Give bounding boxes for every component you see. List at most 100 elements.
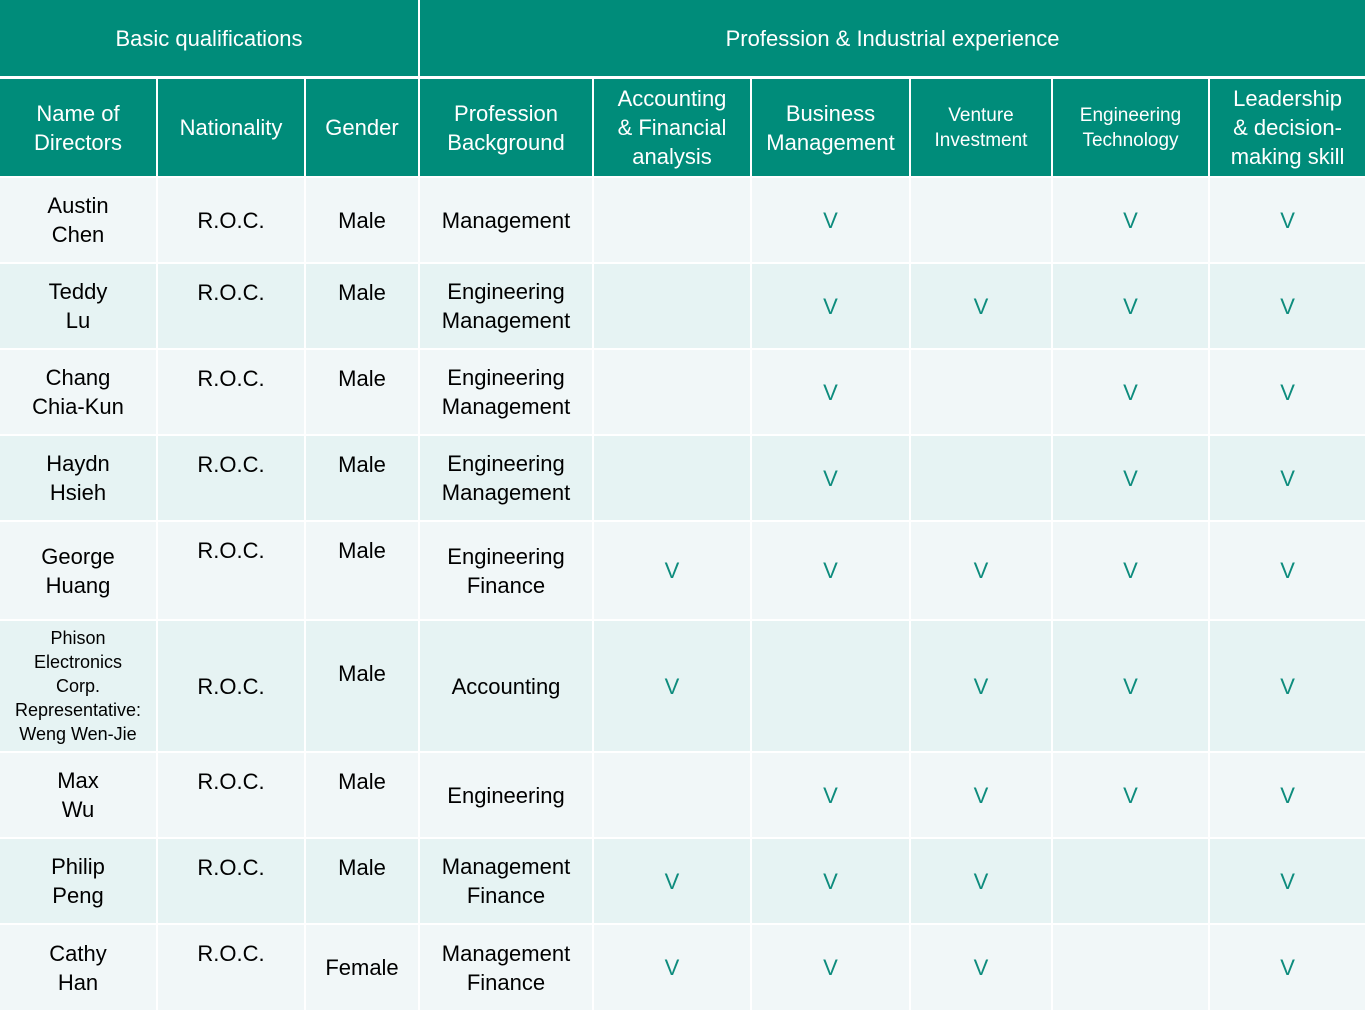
col-accounting-financial-analysis: Accounting & Financial analysis bbox=[593, 77, 752, 177]
accounting-check: V bbox=[593, 520, 752, 620]
director-name: Chang Chia-Kun bbox=[0, 348, 158, 435]
director-name: George Huang bbox=[0, 520, 158, 620]
table-row: Haydn Hsieh R.O.C. Male Engineering Managem… bbox=[0, 434, 1365, 521]
accounting-check bbox=[593, 751, 752, 838]
gender: Male bbox=[305, 262, 420, 349]
engineering-check: V bbox=[1052, 619, 1210, 752]
table-row: Chang Chia-Kun R.O.C. Male Engineering Mana… bbox=[0, 348, 1365, 435]
venture-check bbox=[910, 348, 1053, 435]
profession-background: Engineering Management bbox=[419, 434, 594, 521]
director-name: Cathy Han bbox=[0, 923, 158, 1010]
profession-background: Management Finance bbox=[419, 923, 594, 1010]
gender: Male bbox=[305, 520, 420, 620]
col-name-of-directors: Name of Directors bbox=[0, 77, 158, 177]
business-check: V bbox=[751, 837, 911, 924]
col-nationality: Nationality bbox=[157, 77, 306, 177]
profession-background: Engineering Management bbox=[419, 348, 594, 435]
table-body: Austin Chen R.O.C. Male Management V V V Teddy … bbox=[0, 176, 1365, 1010]
gender: Female bbox=[305, 923, 420, 1010]
col-leadership-decision-making: Leadership & decision- making skill bbox=[1209, 77, 1365, 177]
leadership-check: V bbox=[1209, 619, 1365, 752]
gender: Male bbox=[305, 837, 420, 924]
gender: Male bbox=[305, 348, 420, 435]
business-check: V bbox=[751, 176, 911, 263]
leadership-check: V bbox=[1209, 837, 1365, 924]
director-name: Phison Electronics Corp. Representative:… bbox=[0, 619, 158, 752]
engineering-check bbox=[1052, 923, 1210, 1010]
table-row: Philip Peng R.O.C. Male Management Finance V… bbox=[0, 837, 1365, 924]
leadership-check: V bbox=[1209, 348, 1365, 435]
leadership-check: V bbox=[1209, 520, 1365, 620]
engineering-check: V bbox=[1052, 262, 1210, 349]
venture-check bbox=[910, 176, 1053, 263]
venture-check: V bbox=[910, 837, 1053, 924]
business-check: V bbox=[751, 923, 911, 1010]
business-check: V bbox=[751, 348, 911, 435]
business-check: V bbox=[751, 520, 911, 620]
gender: Male bbox=[305, 751, 420, 838]
engineering-check: V bbox=[1052, 434, 1210, 521]
profession-background: Engineering bbox=[419, 751, 594, 838]
accounting-check: V bbox=[593, 837, 752, 924]
accounting-check bbox=[593, 176, 752, 263]
gender: Male bbox=[305, 176, 420, 263]
nationality: R.O.C. bbox=[157, 619, 306, 752]
venture-check: V bbox=[910, 262, 1053, 349]
leadership-check: V bbox=[1209, 434, 1365, 521]
engineering-check: V bbox=[1052, 176, 1210, 263]
profession-background: Accounting bbox=[419, 619, 594, 752]
venture-check bbox=[910, 434, 1053, 521]
engineering-check: V bbox=[1052, 751, 1210, 838]
col-business-management: Business Management bbox=[751, 77, 911, 177]
table-row: Max Wu R.O.C. Male Engineering V V V V bbox=[0, 751, 1365, 838]
profession-background: Engineering Finance bbox=[419, 520, 594, 620]
director-name: Teddy Lu bbox=[0, 262, 158, 349]
leadership-check: V bbox=[1209, 751, 1365, 838]
venture-check: V bbox=[910, 619, 1053, 752]
table-row: Cathy Han R.O.C. Female Management Finance V… bbox=[0, 923, 1365, 1010]
director-name: Austin Chen bbox=[0, 176, 158, 263]
venture-check: V bbox=[910, 520, 1053, 620]
accounting-check bbox=[593, 348, 752, 435]
nationality: R.O.C. bbox=[157, 751, 306, 838]
engineering-check: V bbox=[1052, 348, 1210, 435]
director-name: Haydn Hsieh bbox=[0, 434, 158, 521]
col-profession-background: Profession Background bbox=[419, 77, 594, 177]
accounting-check bbox=[593, 262, 752, 349]
table-row: Teddy Lu R.O.C. Male Engineering Management… bbox=[0, 262, 1365, 349]
director-name: Philip Peng bbox=[0, 837, 158, 924]
accounting-check: V bbox=[593, 619, 752, 752]
engineering-check: V bbox=[1052, 520, 1210, 620]
leadership-check: V bbox=[1209, 176, 1365, 263]
header-profession-industrial-experience: Profession & Industrial experience bbox=[419, 0, 1365, 79]
gender: Male bbox=[305, 434, 420, 521]
profession-background: Engineering Management bbox=[419, 262, 594, 349]
header-basic-qualifications: Basic qualifications bbox=[0, 0, 420, 79]
accounting-check: V bbox=[593, 923, 752, 1010]
engineering-check bbox=[1052, 837, 1210, 924]
nationality: R.O.C. bbox=[157, 520, 306, 620]
table-row: Austin Chen R.O.C. Male Management V V V bbox=[0, 176, 1365, 263]
director-name: Max Wu bbox=[0, 751, 158, 838]
nationality: R.O.C. bbox=[157, 348, 306, 435]
nationality: R.O.C. bbox=[157, 837, 306, 924]
table-row: George Huang R.O.C. Male Engineering Financ… bbox=[0, 520, 1365, 620]
business-check: V bbox=[751, 262, 911, 349]
table-row: Phison Electronics Corp. Representative:… bbox=[0, 619, 1365, 752]
business-check: V bbox=[751, 751, 911, 838]
leadership-check: V bbox=[1209, 262, 1365, 349]
nationality: R.O.C. bbox=[157, 176, 306, 263]
business-check: V bbox=[751, 434, 911, 521]
nationality: R.O.C. bbox=[157, 434, 306, 521]
nationality: R.O.C. bbox=[157, 262, 306, 349]
profession-background: Management bbox=[419, 176, 594, 263]
business-check bbox=[751, 619, 911, 752]
venture-check: V bbox=[910, 923, 1053, 1010]
venture-check: V bbox=[910, 751, 1053, 838]
profession-background: Management Finance bbox=[419, 837, 594, 924]
gender: Male bbox=[305, 619, 420, 752]
leadership-check: V bbox=[1209, 923, 1365, 1010]
col-gender: Gender bbox=[305, 77, 420, 177]
col-engineering-technology: Engineering Technology bbox=[1052, 77, 1210, 177]
